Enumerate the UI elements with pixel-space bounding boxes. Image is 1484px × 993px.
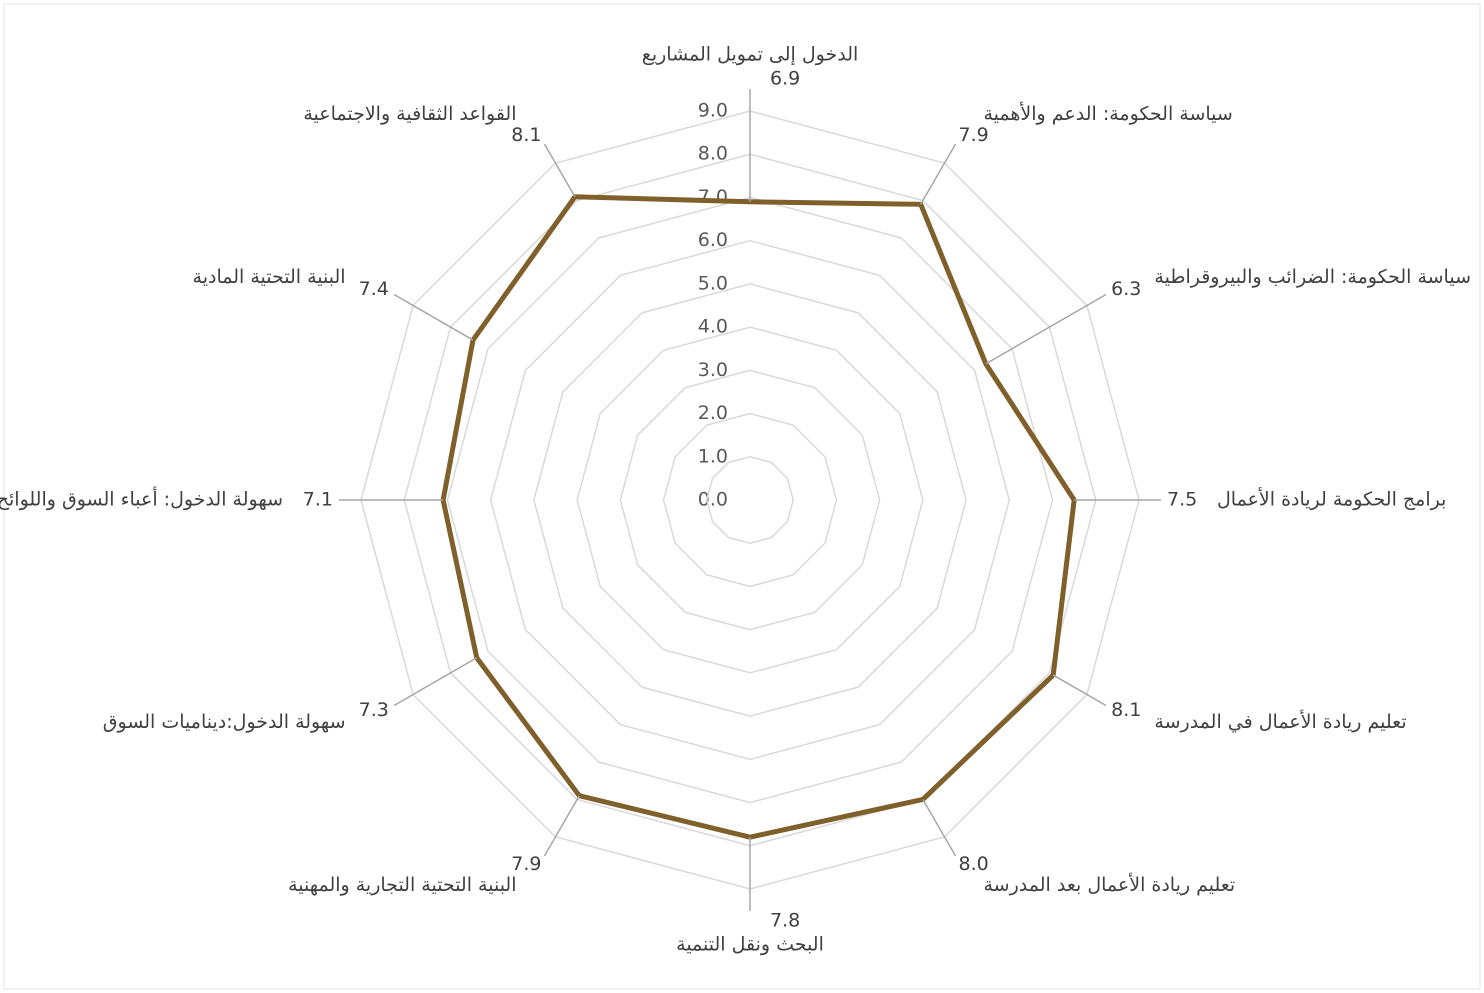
leader-line	[543, 143, 576, 198]
leader-line	[1052, 674, 1107, 707]
leader-line	[393, 657, 478, 707]
category-label: البنية التحتية التجارية والمهنية	[288, 874, 516, 896]
r-tick-label: 8.0	[698, 143, 728, 165]
value-label: 7.4	[359, 278, 389, 300]
grid-ring	[576, 326, 924, 674]
r-tick-label: 9.0	[698, 100, 728, 122]
category-label: سياسة الحكومة: الدعم والأهمية	[984, 102, 1233, 125]
r-tick-label: 0.0	[698, 489, 728, 511]
leader-line	[922, 799, 957, 857]
category-label: الدخول إلى تمويل المشاريع	[642, 44, 859, 67]
value-label: 8.1	[1111, 699, 1141, 721]
leader-line	[543, 795, 580, 857]
value-label: 6.3	[1111, 278, 1141, 300]
r-tick-label: 1.0	[698, 445, 728, 467]
value-label: 7.8	[770, 910, 800, 932]
category-label: البحث ونقل التنمية	[676, 934, 824, 956]
r-tick-label: 2.0	[698, 402, 728, 424]
r-tick-label: 4.0	[698, 316, 728, 338]
grid-ring	[533, 283, 967, 717]
value-label: 8.1	[511, 124, 541, 146]
value-label: 7.1	[303, 489, 333, 511]
category-label: سهولة الدخول: أعباء السوق واللوائح	[0, 487, 283, 511]
value-label: 6.9	[770, 68, 800, 90]
leader-line	[393, 293, 474, 341]
category-label: سياسة الحكومة: الضرائب والبيروقراطية	[1154, 266, 1471, 288]
r-tick-label: 5.0	[698, 272, 728, 294]
r-tick-label: 7.0	[698, 186, 728, 208]
category-label: برامج الحكومة لريادة الأعمال	[1217, 488, 1446, 511]
category-label: سهولة الدخول:ديناميات السوق	[103, 711, 346, 733]
leader-line	[920, 143, 957, 205]
grid-ring	[706, 456, 794, 544]
category-label: البنية التحتية المادية	[193, 266, 346, 288]
value-label: 7.9	[959, 124, 989, 146]
leader-line	[985, 293, 1107, 365]
category-label: تعليم ريادة الأعمال بعد المدرسة	[984, 873, 1236, 896]
chart-frame	[3, 3, 1481, 990]
grid-ring	[619, 369, 881, 631]
value-label: 7.3	[359, 699, 389, 721]
value-label: 8.0	[959, 853, 989, 875]
r-tick-label: 3.0	[698, 359, 728, 381]
category-label: تعليم ريادة الأعمال في المدرسة	[1154, 710, 1406, 733]
grid-ring	[662, 412, 838, 588]
r-tick-label: 6.0	[698, 229, 728, 251]
value-label: 7.9	[511, 853, 541, 875]
category-label: القواعد الثقافية والاجتماعية	[303, 103, 516, 125]
grid-ring	[489, 239, 1011, 761]
value-label: 7.5	[1167, 489, 1197, 511]
